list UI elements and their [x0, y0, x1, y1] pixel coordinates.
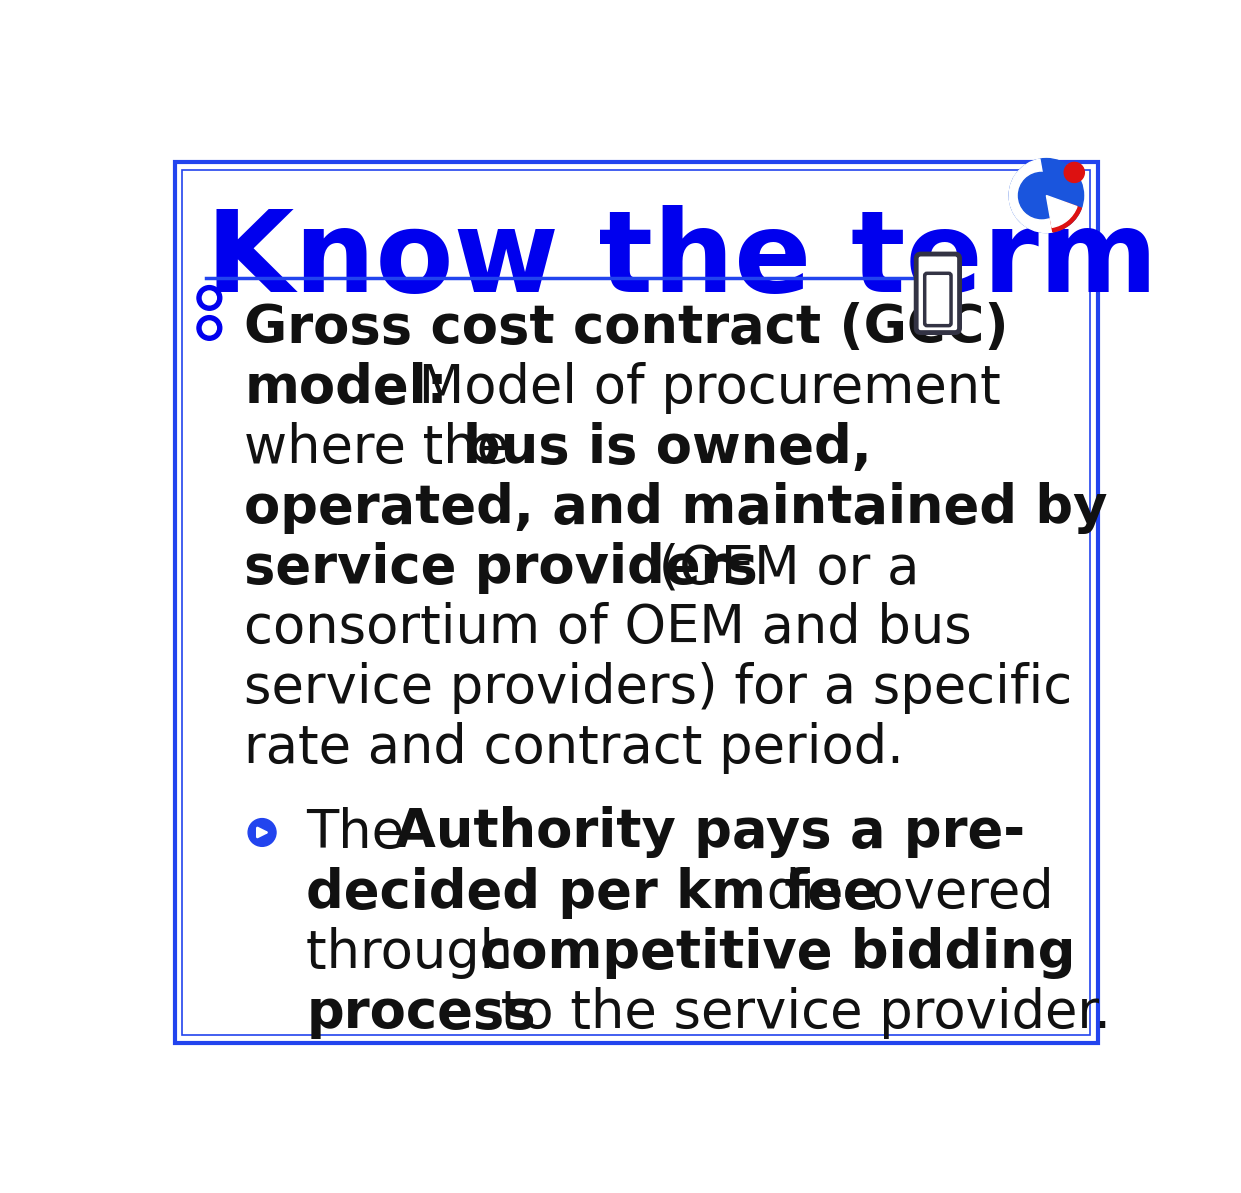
- Text: service providers: service providers: [244, 542, 758, 594]
- Text: discovered: discovered: [751, 866, 1054, 919]
- Text: decided per km fee: decided per km fee: [307, 866, 879, 919]
- Text: rate and contract period.: rate and contract period.: [244, 723, 905, 774]
- Text: through: through: [307, 927, 530, 978]
- Text: Know the term: Know the term: [206, 205, 1158, 316]
- Wedge shape: [1046, 196, 1077, 228]
- Circle shape: [202, 321, 216, 335]
- Text: service providers) for a specific: service providers) for a specific: [244, 662, 1072, 715]
- Circle shape: [197, 316, 222, 340]
- Circle shape: [248, 818, 276, 846]
- Text: The: The: [307, 806, 421, 859]
- Text: bus is owned,: bus is owned,: [463, 422, 871, 474]
- Text: Gross cost contract (GCC): Gross cost contract (GCC): [244, 302, 1009, 354]
- Text: (OEM or a: (OEM or a: [643, 542, 920, 594]
- Text: where the: where the: [244, 422, 526, 474]
- Text: operated, and maintained by: operated, and maintained by: [244, 482, 1108, 534]
- Wedge shape: [1009, 159, 1052, 233]
- Text: Model of procurement: Model of procurement: [402, 361, 1000, 414]
- Circle shape: [197, 285, 222, 310]
- Text: process: process: [307, 987, 536, 1039]
- Text: consortium of OEM and bus: consortium of OEM and bus: [244, 602, 972, 654]
- FancyBboxPatch shape: [916, 254, 959, 333]
- Wedge shape: [1046, 196, 1081, 231]
- Text: Authority pays a pre-: Authority pays a pre-: [395, 806, 1025, 859]
- Text: to the service provider.: to the service provider.: [484, 987, 1111, 1039]
- Circle shape: [1019, 173, 1065, 218]
- Text: model:: model:: [244, 361, 448, 414]
- Circle shape: [1009, 159, 1083, 233]
- Text: competitive bidding: competitive bidding: [480, 927, 1075, 978]
- Circle shape: [202, 291, 216, 305]
- Circle shape: [1065, 162, 1085, 183]
- FancyBboxPatch shape: [925, 273, 951, 326]
